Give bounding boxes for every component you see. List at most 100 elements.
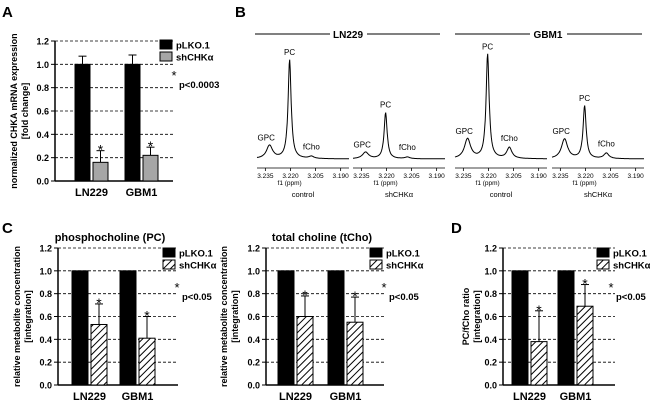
bar-shchka — [296, 316, 314, 386]
peak-label-fcho: fCho — [303, 143, 320, 152]
ppm-tick-label: 3.190 — [332, 173, 349, 180]
y-tick-label: 0.0 — [247, 381, 260, 391]
y-tick-label: 0.2 — [484, 358, 497, 368]
peak-label-pc: PC — [284, 48, 295, 57]
y-tick-label: 0.0 — [36, 177, 49, 187]
nmr-spectrum-2: PC GPC fCho 3.235 3.220 3.205 3.190 f1 (ppm) shC… — [353, 101, 445, 199]
bar-plko1 — [124, 63, 141, 182]
ppm-tick-label: 3.190 — [428, 173, 445, 180]
y-tick-label: 0.6 — [247, 312, 260, 322]
peak-label-gpc: GPC — [553, 127, 571, 136]
condition-label: control — [490, 190, 513, 199]
ppm-tick-label: 3.205 — [505, 173, 522, 180]
y-axis-label: relative metabolite concentration — [219, 246, 229, 387]
ppm-axis-label: f1 (ppm) — [476, 180, 500, 187]
y-tick-label: 0.4 — [39, 335, 52, 345]
ppm-tick-label: 3.190 — [530, 173, 547, 180]
pvalue-label: p<0.0003 — [179, 80, 219, 91]
y-tick-label: 1.2 — [484, 244, 497, 254]
y-tick-label: 0.8 — [39, 289, 52, 299]
y-tick-label: 1.2 — [36, 37, 49, 47]
panel-c-tcho-bar-chart: total choline (tCho) 0.0 0.2 0.4 0.6 0.8 1.0 1.… — [219, 232, 424, 402]
bar-plko1 — [557, 270, 575, 386]
bar-plko1 — [277, 270, 295, 386]
y-tick-label: 0.6 — [39, 312, 52, 322]
y-tick-label: 0.4 — [484, 335, 497, 345]
x-category-label: LN229 — [73, 391, 106, 402]
y-tick-label: 0.0 — [39, 381, 52, 391]
y-tick-label: 0.6 — [36, 107, 49, 117]
chart-title: total choline (tCho) — [272, 232, 373, 244]
peak-label-gpc: GPC — [258, 134, 276, 143]
spectrum-line — [353, 112, 445, 160]
x-category-label: GBM1 — [122, 391, 154, 402]
y-axis-label: relative metabolite concentration — [12, 246, 22, 387]
significance-star: * — [148, 138, 154, 154]
ppm-tick-label: 3.205 — [307, 173, 324, 180]
significance-star: * — [352, 288, 358, 304]
bar-plko1 — [119, 270, 137, 386]
ppm-tick-label: 3.205 — [602, 173, 619, 180]
y-tick-label: 1.0 — [36, 60, 49, 70]
panel-d-ratio-bar-chart: 0.0 0.2 0.4 0.6 0.8 1.0 1.2 PC/fCho ratio [integ… — [461, 244, 650, 402]
bar-shchka — [92, 161, 109, 182]
pvalue-star: * — [174, 280, 179, 295]
spectrum-line — [256, 59, 349, 160]
pvalue-star: * — [608, 280, 613, 295]
x-category-label: LN229 — [279, 391, 312, 402]
y-axis-label: [fold change] — [20, 83, 30, 140]
legend-label: pLKO.1 — [386, 249, 420, 260]
significance-star: * — [302, 287, 308, 303]
significance-star: * — [98, 142, 104, 158]
y-tick-label: 0.8 — [247, 289, 260, 299]
bar-plko1 — [327, 270, 345, 386]
spectrum-line — [454, 53, 547, 160]
peak-label-fcho: fCho — [399, 143, 416, 152]
nmr-spectrum-1: PC GPC fCho 3.235 3.220 3.205 3.190 f1 (ppm) con… — [256, 48, 349, 199]
bar-plko1 — [511, 270, 529, 386]
y-axis-label: [integration] — [23, 290, 33, 343]
legend-swatch — [162, 247, 176, 258]
legend-label: pLKO.1 — [613, 249, 647, 260]
y-axis-label: PC/fCho ratio — [461, 287, 471, 345]
nmr-spectrum-4: PC GPC fCho 3.235 3.220 3.205 3.190 f1 (ppm) shC… — [551, 94, 644, 199]
panel-letter-d: D — [451, 220, 462, 237]
spectrum-line — [551, 105, 644, 160]
peak-label-fcho: fCho — [598, 139, 615, 148]
y-tick-label: 1.2 — [247, 244, 260, 254]
legend-swatch — [369, 259, 383, 270]
condition-label: shCHKα — [385, 190, 414, 199]
nmr-group-ln229: LN229 — [333, 30, 363, 41]
legend-swatch — [369, 247, 383, 258]
pvalue-label: p<0.05 — [182, 292, 213, 303]
legend-swatch — [162, 259, 176, 270]
y-tick-label: 1.2 — [39, 244, 52, 254]
nmr-spectrum-3: PC GPC fCho 3.235 3.220 3.205 3.190 f1 (ppm) con… — [454, 42, 547, 199]
y-tick-label: 0.8 — [484, 289, 497, 299]
condition-label: shCHKα — [584, 190, 613, 199]
y-tick-label: 0.6 — [484, 312, 497, 322]
pvalue-star: * — [381, 280, 386, 295]
panel-letter-b: B — [235, 4, 246, 21]
ppm-tick-label: 3.220 — [480, 173, 497, 180]
ppm-tick-label: 3.190 — [627, 173, 644, 180]
peak-label-pc: PC — [579, 94, 590, 103]
y-tick-label: 0.4 — [36, 130, 49, 140]
legend-label: shCHKα — [613, 261, 650, 272]
significance-star: * — [96, 295, 102, 311]
bar-shchka — [576, 305, 594, 386]
y-axis-label: normalized CHKA mRNA expression — [9, 33, 19, 188]
condition-label: control — [292, 190, 315, 199]
bar-shchka — [90, 323, 108, 386]
ppm-axis-label: f1 (ppm) — [374, 180, 398, 187]
y-tick-label: 0.0 — [484, 381, 497, 391]
ppm-tick-label: 3.220 — [378, 173, 395, 180]
ppm-tick-label: 3.220 — [577, 173, 594, 180]
peak-label-gpc: GPC — [354, 140, 372, 149]
ppm-tick-label: 3.235 — [552, 173, 569, 180]
y-tick-label: 1.0 — [39, 266, 52, 276]
bar-shchka — [530, 341, 548, 386]
panel-letter-a: A — [2, 4, 13, 21]
x-category-label: GBM1 — [560, 391, 592, 402]
pvalue-label: p<0.05 — [389, 292, 420, 303]
